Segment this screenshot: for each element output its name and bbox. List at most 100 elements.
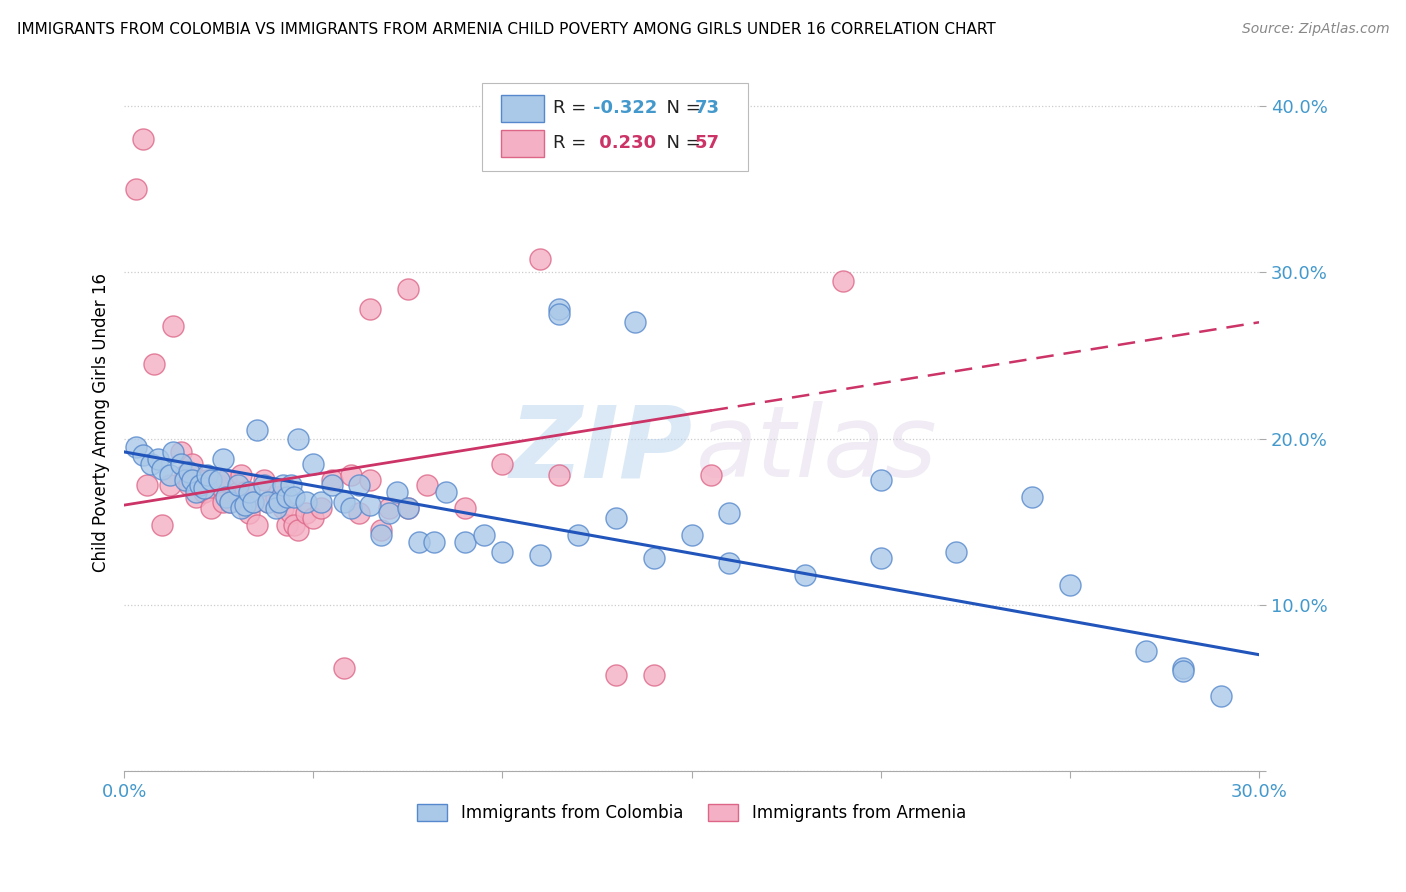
Point — [605, 511, 627, 525]
Text: R =: R = — [553, 134, 592, 152]
Point — [211, 451, 233, 466]
Text: N =: N = — [655, 134, 707, 152]
Point — [294, 507, 316, 521]
Point — [238, 484, 260, 499]
Point — [347, 507, 370, 521]
Text: atlas: atlas — [696, 401, 938, 499]
Point — [242, 495, 264, 509]
Point — [170, 445, 193, 459]
Point — [332, 661, 354, 675]
Point — [197, 473, 219, 487]
Point — [567, 528, 589, 542]
Point — [340, 501, 363, 516]
Point — [269, 484, 291, 499]
Point — [184, 490, 207, 504]
Point — [188, 473, 211, 487]
Point — [385, 484, 408, 499]
Point — [150, 518, 173, 533]
Y-axis label: Child Poverty Among Girls Under 16: Child Poverty Among Girls Under 16 — [93, 272, 110, 572]
Point — [283, 518, 305, 533]
Point — [162, 445, 184, 459]
Point — [132, 132, 155, 146]
Point — [231, 468, 253, 483]
Point — [233, 484, 256, 499]
Text: R =: R = — [553, 99, 592, 117]
Point — [794, 568, 817, 582]
Point — [177, 478, 200, 492]
Point — [226, 484, 249, 499]
Point — [869, 473, 891, 487]
Point — [605, 667, 627, 681]
Point — [332, 495, 354, 509]
Point — [246, 423, 269, 437]
Point — [280, 507, 302, 521]
Point — [396, 501, 419, 516]
Point — [231, 501, 253, 516]
Point — [132, 448, 155, 462]
Point — [135, 478, 157, 492]
Point — [173, 473, 195, 487]
Point — [1173, 665, 1195, 679]
Point — [624, 315, 647, 329]
Point — [271, 478, 294, 492]
Text: ZIP: ZIP — [509, 401, 692, 499]
Point — [197, 468, 219, 483]
Point — [1021, 490, 1043, 504]
Point — [453, 534, 475, 549]
Point — [359, 473, 381, 487]
Point — [945, 544, 967, 558]
Point — [200, 473, 222, 487]
Text: 57: 57 — [695, 134, 720, 152]
Text: 73: 73 — [695, 99, 720, 117]
Point — [718, 507, 741, 521]
Point — [208, 478, 231, 492]
Point — [1135, 644, 1157, 658]
Point — [302, 511, 325, 525]
Point — [491, 544, 513, 558]
Point — [1059, 578, 1081, 592]
Point — [396, 501, 419, 516]
Point — [159, 478, 181, 492]
Point — [321, 478, 343, 492]
Point — [643, 551, 665, 566]
Point — [396, 282, 419, 296]
Point — [242, 495, 264, 509]
Point — [423, 534, 446, 549]
Point — [718, 556, 741, 570]
Point — [340, 468, 363, 483]
Point — [124, 182, 146, 196]
Point — [408, 534, 430, 549]
Point — [681, 528, 703, 542]
Point — [173, 468, 195, 483]
Bar — [501, 130, 544, 157]
Point — [453, 501, 475, 516]
Point — [529, 548, 551, 562]
Point — [1173, 661, 1195, 675]
Point — [170, 457, 193, 471]
Point — [150, 461, 173, 475]
Point — [233, 498, 256, 512]
Point — [548, 301, 571, 316]
Point — [246, 518, 269, 533]
Point — [271, 501, 294, 516]
Point — [321, 473, 343, 487]
Point — [181, 473, 204, 487]
Point — [548, 468, 571, 483]
Point — [257, 495, 280, 509]
Point — [434, 484, 457, 499]
Text: 0.230: 0.230 — [593, 134, 657, 152]
Point — [302, 457, 325, 471]
Point — [529, 252, 551, 266]
Point — [124, 440, 146, 454]
Bar — [501, 95, 544, 122]
Point — [309, 501, 332, 516]
Text: IMMIGRANTS FROM COLOMBIA VS IMMIGRANTS FROM ARMENIA CHILD POVERTY AMONG GIRLS UN: IMMIGRANTS FROM COLOMBIA VS IMMIGRANTS F… — [17, 22, 995, 37]
Point — [276, 518, 298, 533]
Point — [699, 468, 721, 483]
Text: -0.322: -0.322 — [593, 99, 657, 117]
Text: Source: ZipAtlas.com: Source: ZipAtlas.com — [1241, 22, 1389, 37]
Point — [359, 498, 381, 512]
Point — [253, 473, 276, 487]
Point — [264, 490, 287, 504]
Point — [200, 501, 222, 516]
